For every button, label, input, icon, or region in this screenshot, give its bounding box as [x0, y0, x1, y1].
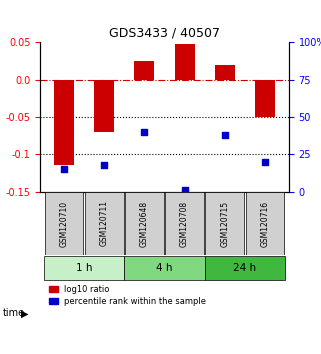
Text: GSM120710: GSM120710: [60, 200, 69, 246]
Text: GSM120708: GSM120708: [180, 200, 189, 246]
Text: GSM120711: GSM120711: [100, 200, 109, 246]
FancyBboxPatch shape: [44, 256, 125, 280]
Bar: [215, 65, 235, 80]
Point: [142, 129, 147, 135]
Text: GSM120715: GSM120715: [220, 200, 229, 246]
Point: [222, 132, 227, 138]
Point: [62, 166, 67, 172]
Point: [182, 187, 187, 193]
Bar: [134, 61, 154, 80]
FancyBboxPatch shape: [85, 192, 124, 255]
Text: 24 h: 24 h: [233, 263, 256, 273]
FancyBboxPatch shape: [205, 192, 244, 255]
Text: 4 h: 4 h: [156, 263, 173, 273]
Text: GSM120716: GSM120716: [260, 200, 269, 246]
FancyBboxPatch shape: [125, 256, 205, 280]
Text: time: time: [3, 308, 25, 318]
FancyBboxPatch shape: [246, 192, 284, 255]
Text: GSM120648: GSM120648: [140, 200, 149, 246]
Legend: log10 ratio, percentile rank within the sample: log10 ratio, percentile rank within the …: [49, 285, 206, 306]
FancyBboxPatch shape: [45, 192, 83, 255]
Bar: [94, 80, 114, 132]
Point: [102, 162, 107, 167]
Bar: [54, 80, 74, 165]
FancyBboxPatch shape: [125, 192, 164, 255]
Text: 1 h: 1 h: [76, 263, 92, 273]
FancyBboxPatch shape: [165, 192, 204, 255]
Bar: [175, 44, 195, 80]
Text: ▶: ▶: [21, 308, 28, 318]
Bar: [255, 80, 275, 117]
FancyBboxPatch shape: [205, 256, 285, 280]
Point: [262, 159, 267, 165]
Title: GDS3433 / 40507: GDS3433 / 40507: [109, 27, 220, 40]
